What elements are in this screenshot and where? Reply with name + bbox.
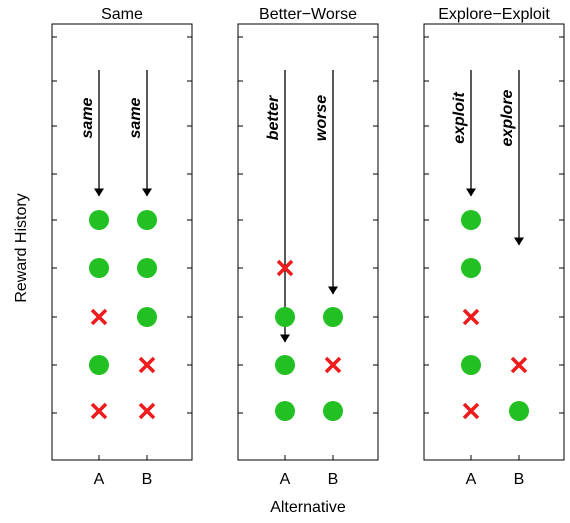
success-marker xyxy=(137,210,157,230)
panel-title: Better−Worse xyxy=(259,6,357,23)
failure-marker xyxy=(92,404,106,418)
success-marker xyxy=(89,258,109,278)
panel-frame xyxy=(424,24,564,460)
success-marker xyxy=(137,258,157,278)
success-marker xyxy=(275,307,295,327)
success-marker xyxy=(275,355,295,375)
failure-marker xyxy=(326,358,340,372)
success-marker xyxy=(461,355,481,375)
arrow-label: explore xyxy=(499,89,516,146)
failure-marker xyxy=(464,310,478,324)
panel-frame xyxy=(52,24,192,460)
failure-marker xyxy=(92,310,106,324)
arrow-label: better xyxy=(265,95,282,140)
x-tick-label: A xyxy=(94,471,105,488)
arrow-label: same xyxy=(79,97,96,138)
x-tick-label: A xyxy=(280,471,291,488)
success-marker xyxy=(461,210,481,230)
success-marker xyxy=(509,401,529,421)
success-marker xyxy=(89,210,109,230)
failure-marker xyxy=(464,404,478,418)
x-tick-label: B xyxy=(328,471,339,488)
success-marker xyxy=(89,355,109,375)
success-marker xyxy=(137,307,157,327)
success-marker xyxy=(275,401,295,421)
x-tick-label: B xyxy=(514,471,525,488)
failure-marker xyxy=(140,404,154,418)
arrow-label: exploit xyxy=(451,92,468,144)
panel-title: Same xyxy=(101,6,143,23)
failure-marker xyxy=(512,358,526,372)
success-marker xyxy=(323,307,343,327)
x-tick-label: B xyxy=(142,471,153,488)
arrow-label: worse xyxy=(313,95,330,141)
failure-marker xyxy=(140,358,154,372)
arrow-label: same xyxy=(127,97,144,138)
success-marker xyxy=(323,401,343,421)
panel-frame xyxy=(238,24,378,460)
x-tick-label: A xyxy=(466,471,477,488)
success-marker xyxy=(461,258,481,278)
y-axis-label: Reward History xyxy=(13,193,30,302)
panel-title: Explore−Exploit xyxy=(438,6,550,23)
x-axis-label: Alternative xyxy=(270,499,346,516)
